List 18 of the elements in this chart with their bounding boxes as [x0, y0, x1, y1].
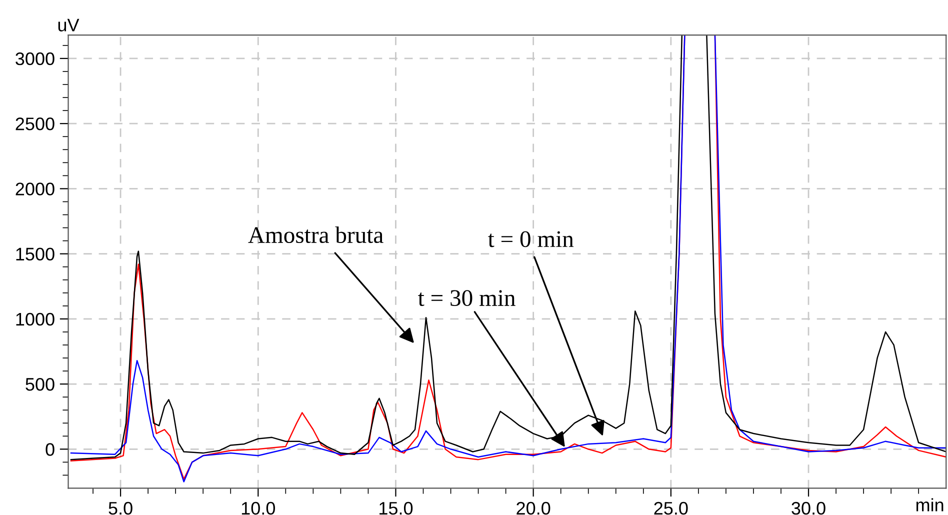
y-tick-label: 0	[46, 443, 54, 456]
x-tick-label: 20.0	[516, 502, 550, 515]
y-tick-label: 1500	[16, 248, 54, 261]
x-tick-label: 5.0	[108, 502, 132, 515]
x-tick-label: 30.0	[792, 502, 826, 515]
x-axis-title: min	[916, 498, 944, 512]
annotation: t = 0 min	[488, 231, 574, 248]
y-tick-label: 3000	[16, 52, 54, 66]
y-tick-label: 2500	[16, 118, 54, 130]
y-tick-label: 2000	[16, 182, 54, 196]
y-tick-label: 1000	[16, 312, 54, 326]
y-axis-title: uV	[58, 18, 80, 32]
x-tick-label: 25.0	[654, 502, 688, 515]
x-tick-label: 10.0	[242, 502, 275, 515]
annotation: t = 30 min	[418, 290, 516, 306]
annotation: Amostra bruta	[248, 226, 384, 244]
y-tick-label: 500	[26, 378, 54, 391]
x-tick-label: 15.0	[380, 502, 413, 515]
